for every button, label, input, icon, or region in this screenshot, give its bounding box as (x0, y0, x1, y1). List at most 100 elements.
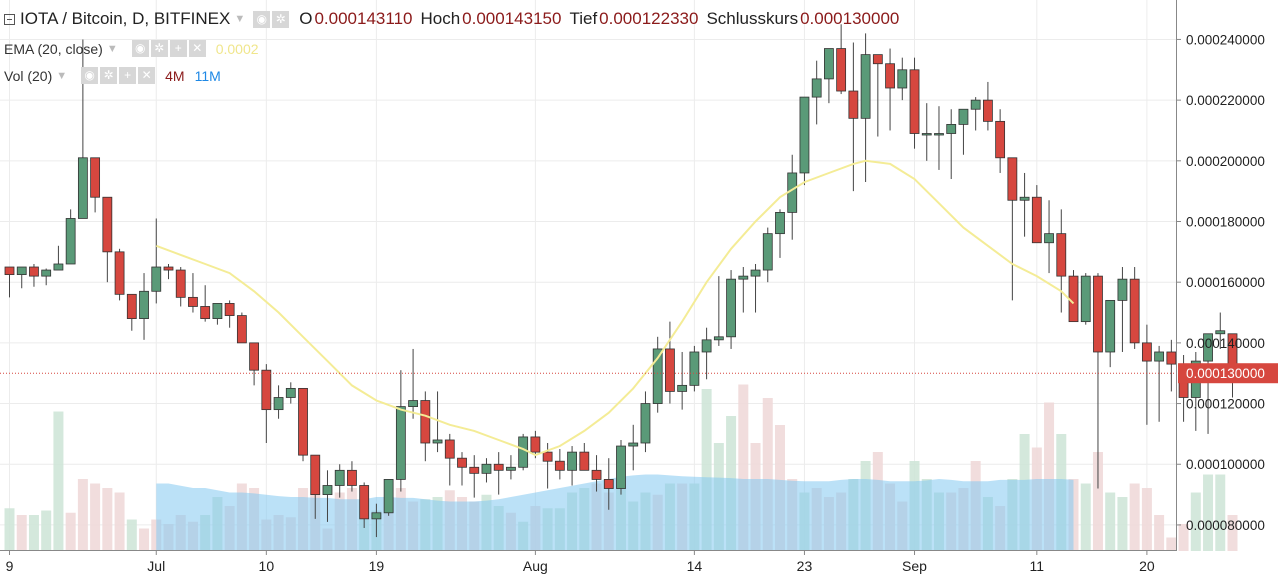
candle-body (139, 290, 149, 320)
close-icon[interactable]: ✕ (188, 40, 206, 57)
candle-body (738, 275, 749, 280)
candle-body (347, 469, 357, 486)
volume-bar (762, 398, 773, 551)
candle-body (383, 479, 394, 514)
volume-bar (65, 512, 76, 551)
candle-body (420, 400, 431, 444)
candle-body (921, 133, 932, 136)
candle-body (126, 293, 137, 320)
high-label: Hoch (420, 9, 461, 28)
volume-bar (1154, 515, 1165, 551)
candle-body (322, 485, 333, 495)
price-tick-label: 0.000180000 (1186, 215, 1265, 230)
symbol-title[interactable]: IOTA / Bitcoin, D, BITFINEX (20, 9, 231, 28)
time-tick-label: 11 (1030, 558, 1045, 574)
candle-body (713, 336, 724, 341)
high-value: 0.000143150 (462, 9, 562, 28)
time-tick-label: Jul (147, 558, 165, 574)
candle-body (872, 54, 883, 65)
eye-icon[interactable]: ◉ (81, 67, 99, 84)
last-price-badge: 0.000130000 (1178, 363, 1278, 384)
candle-body (151, 266, 162, 292)
price-tick-label: 0.000220000 (1186, 93, 1265, 108)
low-label: Tief (569, 9, 598, 28)
ema-value: 0.0002 (215, 40, 259, 57)
volume-bar (126, 519, 137, 551)
candle-body (506, 466, 516, 471)
candle-body (518, 436, 529, 468)
volume-bar (701, 389, 712, 551)
candle-body (102, 196, 113, 253)
symbol-legend: IOTA / Bitcoin, D, BITFINEX ▼ ◉ ✲ O 0.00… (4, 9, 899, 29)
candle-body (811, 78, 822, 98)
candle-body (114, 251, 125, 295)
time-axis[interactable]: 9 Jul 10 19 Aug 14 23 Sep 11 20 (6, 550, 1155, 574)
candle-body (824, 48, 834, 80)
candle-body (90, 157, 101, 198)
candle-body (334, 469, 345, 486)
gear-icon[interactable]: ✲ (150, 40, 168, 57)
ema-label[interactable]: EMA (20, close) (4, 40, 103, 57)
candle-body (603, 479, 614, 489)
collapse-icon[interactable] (4, 14, 15, 25)
candle-body (542, 451, 553, 462)
plus-icon[interactable]: + (119, 67, 137, 84)
candle-body (799, 96, 810, 174)
candle-body (701, 339, 712, 353)
time-tick-label: 20 (1139, 558, 1155, 574)
volume-bar (1068, 479, 1079, 551)
volume-bar (28, 515, 39, 551)
price-tick-label: 0.000080000 (1186, 518, 1265, 533)
chevron-down-icon[interactable]: ▼ (106, 42, 118, 55)
price-tick-label: 0.000240000 (1186, 32, 1265, 47)
candle-body (310, 454, 321, 495)
candle-body (298, 387, 308, 456)
volume-label[interactable]: Vol (20) (4, 67, 53, 84)
price-axis[interactable]: 0.000240000 0.000220000 0.000200000 0.00018… (1176, 32, 1265, 533)
plus-icon[interactable]: + (169, 40, 187, 57)
volume-bar (1166, 537, 1177, 551)
ema-path (155, 159, 1075, 457)
chevron-down-icon[interactable]: ▼ (56, 69, 68, 82)
candle-body (285, 387, 296, 398)
candle-body (1080, 275, 1091, 323)
time-tick-label: 23 (797, 558, 813, 574)
candle-body (359, 485, 370, 520)
volume-value: 4M (165, 67, 185, 84)
candle-body (1129, 278, 1140, 344)
candle-body (946, 124, 957, 134)
volume-bar (41, 510, 52, 551)
close-icon[interactable]: ✕ (138, 67, 156, 84)
volume-bar (1178, 524, 1189, 551)
candle-body (860, 54, 871, 119)
ema-legend: EMA (20, close) ▼ ◉ ✲ + ✕ 0.0002 (4, 40, 259, 57)
time-tick-label: Sep (902, 558, 927, 574)
gear-icon[interactable]: ✲ (272, 10, 290, 28)
volume-bar (4, 508, 15, 551)
gear-icon[interactable]: ✲ (100, 67, 118, 84)
eye-icon[interactable]: ◉ (131, 40, 149, 57)
volume-bar (1080, 483, 1091, 551)
chevron-down-icon[interactable]: ▼ (234, 13, 246, 25)
candle-body (469, 466, 480, 474)
candle-body (408, 400, 418, 407)
close-label: Schlusskurs (706, 9, 799, 28)
volume-bar (90, 483, 101, 551)
volume-ma-value: 11M (194, 67, 221, 84)
candle-body (934, 133, 944, 136)
candle-body (457, 457, 467, 468)
volume-bar (1044, 402, 1055, 551)
ema-line (155, 159, 1075, 457)
eye-icon[interactable]: ◉ (253, 10, 271, 28)
candle-body (224, 303, 235, 316)
volume-bar (16, 515, 27, 551)
candle-body (579, 451, 590, 471)
last-price-badge-bg (1178, 363, 1278, 384)
candle-body (212, 303, 223, 320)
candle-body (628, 442, 639, 447)
candle-body (616, 445, 626, 489)
volume-bar (1105, 492, 1116, 551)
candle-body (432, 439, 443, 444)
candle-body (665, 348, 675, 392)
